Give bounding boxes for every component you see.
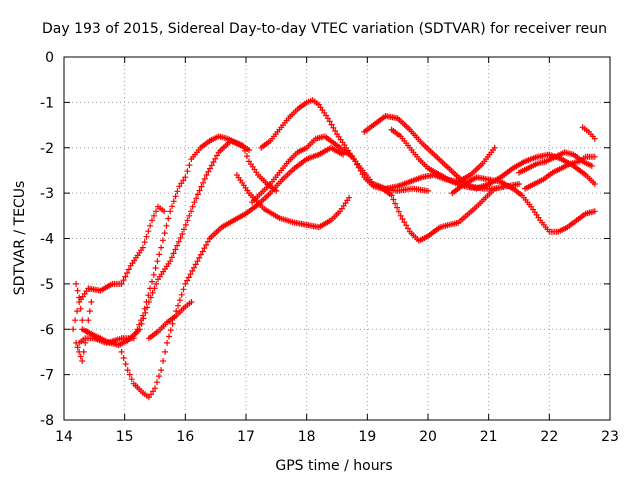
x-tick-label: 20 [419, 429, 437, 445]
x-tick-label: 23 [601, 429, 619, 445]
series-arc1 [76, 133, 252, 346]
y-axis-label: SDTVAR / TECUs [12, 181, 28, 296]
series-arc4 [145, 299, 195, 342]
y-tick-label: -1 [40, 95, 54, 111]
x-tick-label: 19 [358, 429, 376, 445]
chart-title: Day 193 of 2015, Sidereal Day-to-day VTE… [42, 21, 607, 37]
ticks: 14 15 16 17 18 19 20 21 22 23 0 -1 -2 -3 -4 -5 -6 -7 -8 [40, 50, 619, 445]
series-markers [76, 133, 252, 346]
series-markers [249, 133, 498, 244]
y-tick-label: -8 [40, 413, 54, 429]
x-tick-label: 22 [540, 429, 558, 445]
series-markers [145, 299, 195, 342]
series-arc14 [522, 153, 598, 192]
series-markers [522, 153, 598, 192]
y-tick-label: -7 [40, 368, 54, 384]
series-markers [73, 299, 95, 364]
series-markers [79, 137, 280, 349]
series-markers [70, 203, 168, 333]
series-arc16 [73, 299, 95, 364]
series-markers [388, 126, 598, 192]
series-markers [579, 124, 598, 142]
y-tick-label: -3 [40, 186, 54, 202]
y-tick-label: -2 [40, 141, 54, 157]
series-markers [516, 149, 595, 176]
series-arc2 [79, 137, 280, 349]
series-arc3 [118, 144, 347, 401]
series-arc12 [449, 174, 598, 235]
series-arc8 [249, 133, 498, 244]
y-tick-label: -6 [40, 322, 54, 338]
x-tick-label: 21 [480, 429, 498, 445]
series-markers [233, 172, 353, 231]
series-arc5 [70, 203, 168, 333]
series-arc9 [361, 113, 522, 192]
x-tick-label: 15 [116, 429, 134, 445]
x-tick-label: 17 [237, 429, 255, 445]
y-tick-label: -5 [40, 277, 54, 293]
series-markers [449, 174, 598, 235]
plot-frame [63, 56, 611, 421]
series-markers [370, 144, 498, 192]
x-axis-label: GPS time / hours [275, 458, 392, 474]
series-markers [73, 280, 86, 324]
series-layer [70, 97, 598, 401]
series-arc10 [370, 144, 498, 192]
series-markers [118, 144, 347, 401]
series-arc11 [388, 126, 598, 192]
x-tick-label: 16 [176, 429, 194, 445]
series-arc13 [516, 149, 595, 176]
series-arc15 [579, 124, 598, 142]
y-tick-label: -4 [40, 232, 54, 248]
x-tick-label: 14 [55, 429, 73, 445]
y-tick-label: 0 [45, 50, 54, 66]
x-tick-label: 18 [298, 429, 316, 445]
series-arc7 [233, 172, 353, 231]
series-markers [361, 113, 522, 192]
series-arc17 [73, 280, 86, 324]
